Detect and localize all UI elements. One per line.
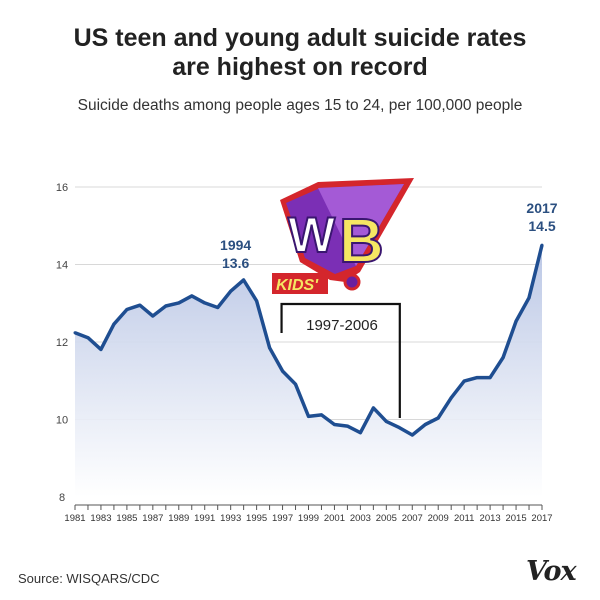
x-tick-label: 1983 [90,513,111,524]
data-point-2001 [332,423,336,427]
data-point-1993 [229,289,233,293]
data-point-1983 [99,347,103,351]
data-point-1998 [294,382,298,386]
data-point-1996 [268,346,272,350]
data-point-2011 [462,379,466,383]
annotation-year: 2017 [526,200,557,216]
kids-wb-logo: W B KIDS' [272,178,414,294]
y-tick-label: 14 [56,260,68,272]
y-tick-label: 10 [56,415,68,427]
x-tick-label: 1989 [168,513,189,524]
data-point-1992 [216,306,220,310]
data-point-1999 [307,414,310,418]
data-point-1989 [177,301,181,305]
x-tick-label: 2013 [480,513,501,524]
data-point-2000 [319,413,323,417]
x-tick-label: 2011 [454,513,474,524]
data-point-2017 [540,243,544,247]
area-fill [75,245,542,497]
data-point-1986 [138,303,142,307]
title-line-2: are highest on record [172,53,428,81]
bracket-annotation: 1997-2006 [280,302,401,418]
x-tick-label: 1987 [142,513,163,524]
data-point-1990 [190,294,194,298]
x-axis: 1981 1983 1985 1987 1989 1991 1993 1995 1997 1999… [64,504,553,524]
data-point-2002 [345,424,349,428]
annotation-value: 14.5 [528,218,555,234]
data-point-2007 [410,433,414,437]
chart-subtitle: Suicide deaths among people ages 15 to 2… [77,97,523,114]
data-point-2016 [527,296,531,300]
x-tick-label: 2009 [428,513,449,524]
data-point-1987 [151,314,155,318]
data-point-2004 [371,406,375,410]
data-point-2003 [358,431,362,435]
data-point-1988 [164,304,168,308]
annotation-year: 1994 [220,237,251,253]
x-tick-label: 1997 [272,513,293,524]
data-point-2012 [475,376,479,380]
data-point-1981 [73,331,77,335]
vox-logo: Vox [526,556,577,587]
x-tick-label: 2007 [402,513,423,524]
data-points [73,243,544,437]
data-point-2015 [514,319,518,323]
x-tick-label: 1995 [246,513,267,524]
logo-b: B [339,207,384,276]
x-tick-label: 1993 [220,513,241,524]
data-point-1984 [112,322,116,326]
x-tick-label: 1985 [116,513,137,524]
data-point-1997 [281,369,285,373]
x-tick-label: 2015 [505,513,526,524]
x-tick-label: 2003 [350,513,371,524]
data-point-1994 [242,278,246,282]
data-point-2014 [501,356,505,359]
bracket-label: 1997-2006 [306,317,378,334]
annotation-value: 13.6 [222,255,249,271]
annotations: 1994 13.6 2017 14.5 [220,200,558,271]
x-tick-label: 2001 [324,513,345,524]
logo-w: W [288,207,336,263]
chart-title: US teen and young adult suicide rates ar… [0,24,600,82]
data-point-2006 [397,426,401,430]
data-point-2013 [488,376,492,380]
data-point-2008 [423,423,427,427]
source-note: Source: WISQARS/CDC [18,571,160,586]
title-line-1: US teen and young adult suicide rates [73,24,527,52]
x-tick-label: 2005 [376,513,397,524]
logo-kids: KIDS' [276,277,319,294]
data-point-2009 [436,416,440,420]
data-point-1985 [125,307,129,311]
y-tick-label: 16 [56,182,68,194]
x-tick-label: 2017 [531,513,552,524]
data-point-1982 [86,336,90,340]
data-point-2010 [449,396,453,400]
y-tick-label: 12 [56,337,68,349]
x-tick-label: 1991 [194,513,215,524]
data-point-1991 [203,301,207,305]
data-point-1995 [255,299,259,303]
y-axis: 8 10 12 14 16 [56,182,68,504]
x-tick-label: 1981 [64,513,85,524]
x-tick-label: 1999 [298,513,319,524]
data-point-2005 [384,419,388,423]
y-tick-label: 8 [59,492,65,504]
